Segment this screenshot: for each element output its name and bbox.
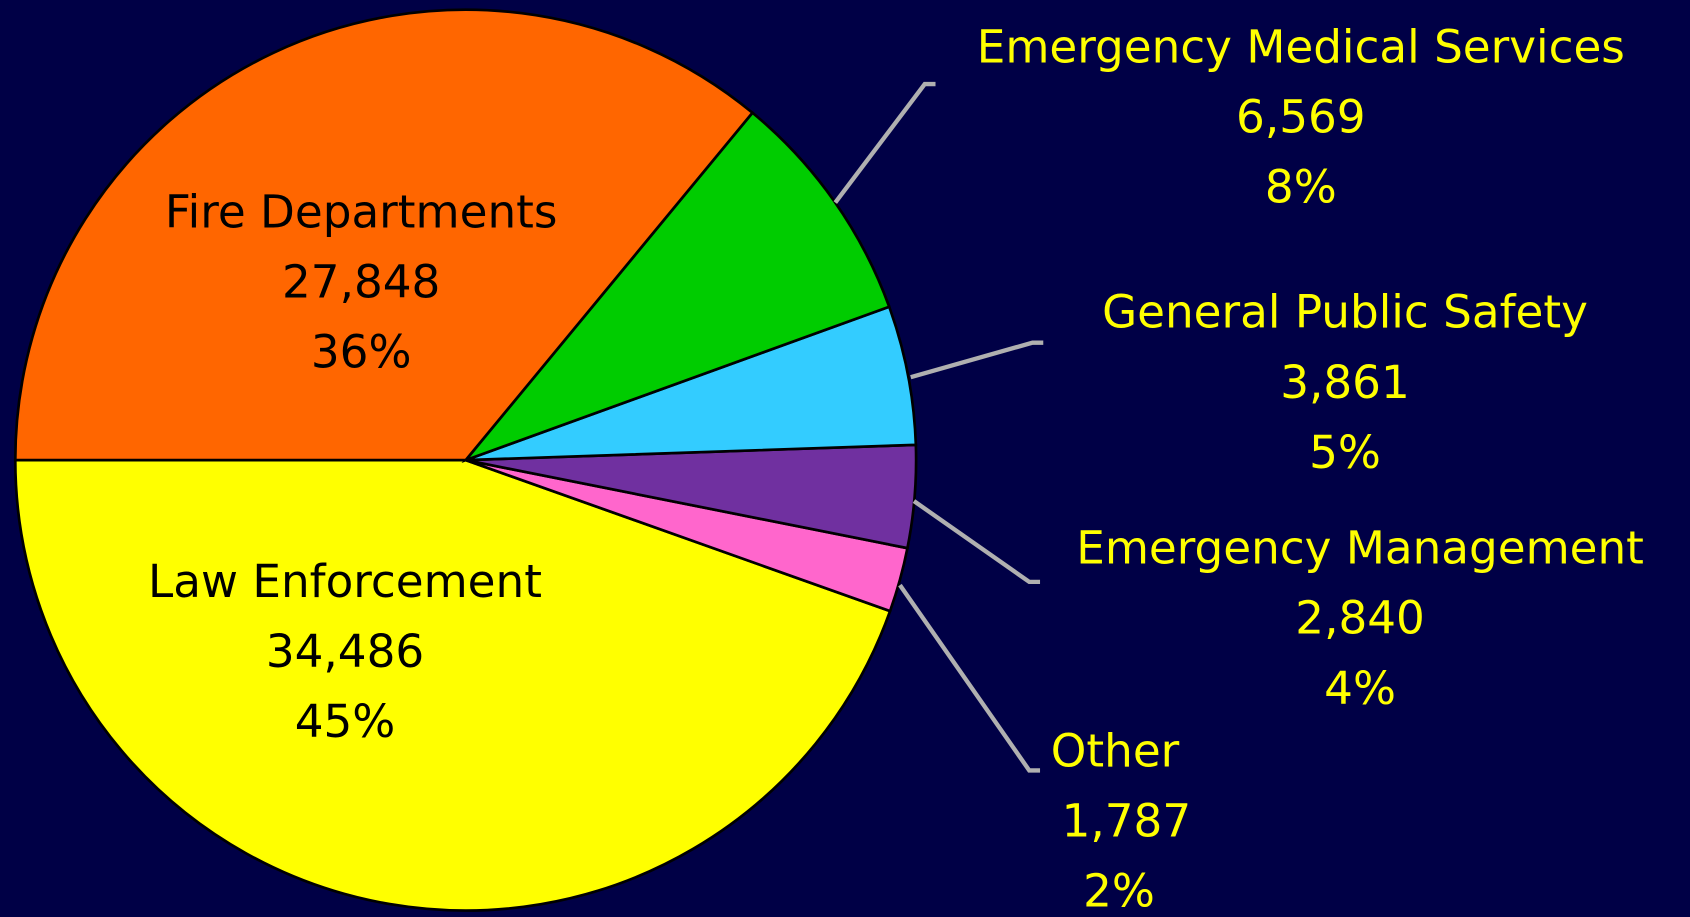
slice-label: Fire Departments xyxy=(165,186,558,239)
percent-label: 5% xyxy=(1309,426,1381,479)
leader-line xyxy=(898,583,1041,773)
percent-label: 4% xyxy=(1324,662,1396,715)
slice-label: Emergency Medical Services xyxy=(977,21,1625,74)
value-label: 27,848 xyxy=(282,256,440,309)
slice-label: Emergency Management xyxy=(1076,522,1644,575)
percent-label: 36% xyxy=(311,326,412,379)
value-label: 3,861 xyxy=(1280,356,1410,409)
value-label: 1,787 xyxy=(1062,794,1192,847)
slice-label: Law Enforcement xyxy=(148,555,542,608)
percent-label: 45% xyxy=(295,695,396,748)
percent-label: 8% xyxy=(1265,161,1337,214)
value-label: 6,569 xyxy=(1236,91,1366,144)
pie-slice xyxy=(13,458,892,912)
leader-lines xyxy=(833,81,1044,773)
pie-slice xyxy=(13,8,755,462)
pie-slice xyxy=(461,110,891,464)
leader-line xyxy=(833,81,936,204)
value-label: 34,486 xyxy=(266,625,424,678)
slice-label: Other xyxy=(1051,724,1180,777)
leader-line xyxy=(912,499,1041,585)
leader-line xyxy=(910,340,1044,380)
labels: Law Enforcement 34,486 45% Other 1,787 2% Emer… xyxy=(148,21,1644,917)
slice-label: General Public Safety xyxy=(1102,286,1588,339)
percent-label: 2% xyxy=(1083,864,1155,917)
value-label: 2,840 xyxy=(1295,592,1425,645)
